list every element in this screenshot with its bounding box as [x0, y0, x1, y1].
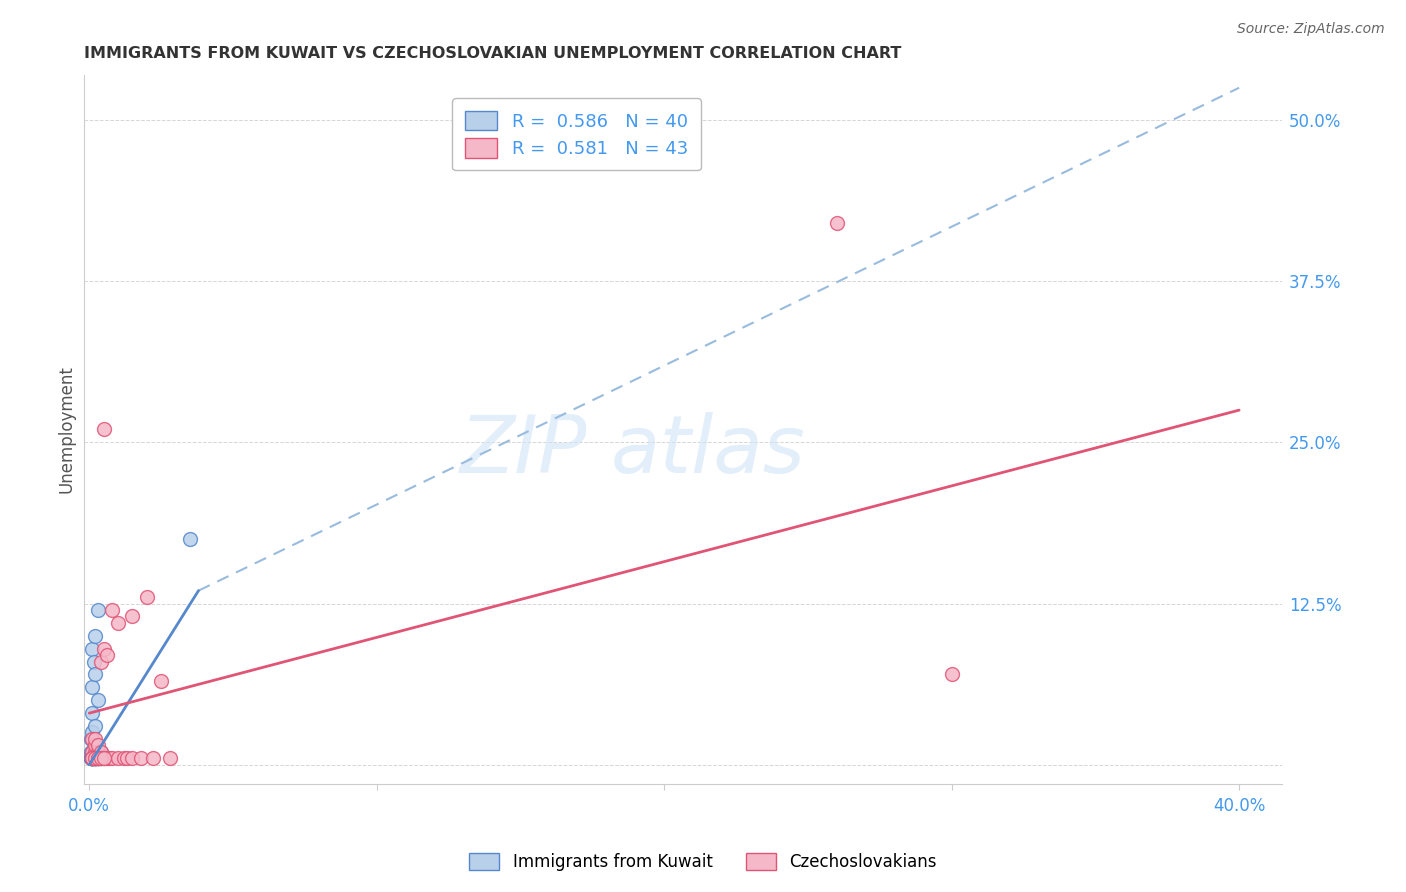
Point	[141, 751, 163, 765]
Point	[115, 751, 138, 765]
Point	[82, 745, 104, 759]
Point	[84, 731, 107, 746]
Point	[84, 751, 107, 765]
Point	[80, 745, 103, 759]
Point	[90, 655, 112, 669]
Point	[86, 751, 108, 765]
Point	[84, 745, 107, 759]
Point	[82, 751, 104, 765]
Point	[84, 719, 107, 733]
Point	[87, 745, 110, 759]
Point	[84, 751, 107, 765]
Point	[84, 751, 107, 765]
Point	[84, 751, 107, 765]
Text: atlas: atlas	[612, 412, 806, 490]
Point	[150, 673, 173, 688]
Point	[89, 751, 111, 765]
Point	[96, 751, 118, 765]
Point	[82, 751, 104, 765]
Point	[84, 751, 107, 765]
Point	[82, 751, 104, 765]
Point	[93, 751, 115, 765]
Point	[101, 751, 124, 765]
Point	[87, 751, 110, 765]
Point	[80, 731, 103, 746]
Point	[82, 751, 104, 765]
Point	[82, 731, 104, 746]
Y-axis label: Unemployment: Unemployment	[58, 366, 75, 493]
Point	[101, 603, 124, 617]
Point	[87, 739, 110, 753]
Point	[87, 751, 110, 765]
Point	[82, 751, 104, 765]
Point	[84, 629, 107, 643]
Point	[80, 751, 103, 765]
Point	[90, 745, 112, 759]
Legend: R =  0.586   N = 40, R =  0.581   N = 43: R = 0.586 N = 40, R = 0.581 N = 43	[453, 98, 700, 170]
Point	[135, 590, 157, 604]
Point	[84, 745, 107, 759]
Point	[82, 745, 104, 759]
Point	[129, 751, 152, 765]
Point	[82, 751, 104, 765]
Text: IMMIGRANTS FROM KUWAIT VS CZECHOSLOVAKIAN UNEMPLOYMENT CORRELATION CHART: IMMIGRANTS FROM KUWAIT VS CZECHOSLOVAKIA…	[83, 46, 901, 62]
Point	[82, 641, 104, 656]
Point	[98, 751, 121, 765]
Point	[93, 641, 115, 656]
Point	[87, 751, 110, 765]
Point	[80, 751, 103, 765]
Point	[107, 615, 129, 630]
Point	[82, 751, 104, 765]
Point	[159, 751, 181, 765]
Point	[112, 751, 135, 765]
Point	[941, 667, 963, 681]
Point	[87, 751, 110, 765]
Point	[86, 751, 108, 765]
Point	[96, 648, 118, 662]
Point	[90, 745, 112, 759]
Point	[83, 745, 105, 759]
Point	[82, 706, 104, 720]
Text: Source: ZipAtlas.com: Source: ZipAtlas.com	[1237, 22, 1385, 37]
Point	[87, 603, 110, 617]
Point	[84, 667, 107, 681]
Point	[179, 532, 201, 546]
Point	[84, 751, 107, 765]
Point	[82, 751, 104, 765]
Point	[87, 745, 110, 759]
Point	[825, 216, 848, 230]
Point	[84, 739, 107, 753]
Point	[121, 609, 143, 624]
Point	[121, 751, 143, 765]
Point	[90, 751, 112, 765]
Point	[82, 751, 104, 765]
Text: ZIP: ZIP	[460, 412, 586, 490]
Point	[82, 751, 104, 765]
Point	[80, 751, 103, 765]
Point	[107, 751, 129, 765]
Point	[93, 422, 115, 436]
Point	[84, 751, 107, 765]
Point	[87, 693, 110, 707]
Legend: Immigrants from Kuwait, Czechoslovakians: Immigrants from Kuwait, Czechoslovakians	[461, 845, 945, 880]
Point	[82, 751, 104, 765]
Point	[90, 751, 112, 765]
Point	[87, 751, 110, 765]
Point	[90, 751, 112, 765]
Point	[83, 655, 105, 669]
Point	[82, 725, 104, 739]
Point	[83, 751, 105, 765]
Point	[83, 751, 105, 765]
Point	[93, 751, 115, 765]
Point	[82, 681, 104, 695]
